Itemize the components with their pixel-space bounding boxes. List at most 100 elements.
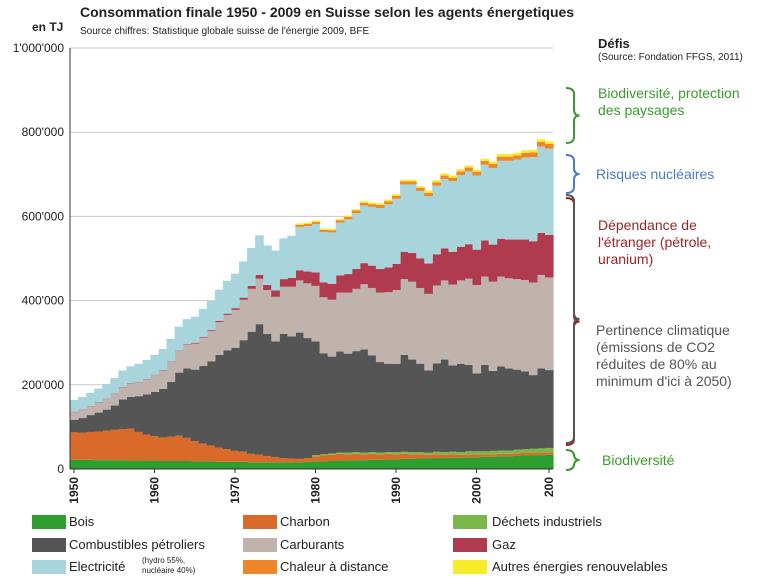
legend-swatch-electricite (32, 560, 66, 574)
series-segment (319, 461, 329, 469)
series-segment (198, 309, 208, 337)
series-segment (392, 194, 401, 196)
series-segment (544, 370, 554, 448)
series-segment (206, 330, 216, 331)
series-segment (520, 453, 530, 456)
series-segment (424, 192, 433, 197)
series-segment (504, 368, 514, 451)
series-segment (448, 457, 457, 469)
series-segment (456, 171, 466, 176)
series-segment (400, 453, 409, 459)
series-segment (375, 459, 385, 469)
series-segment (343, 460, 353, 469)
series-segment (383, 459, 393, 469)
series-segment (400, 279, 409, 355)
series-segment (528, 453, 538, 456)
series-segment (520, 239, 530, 280)
series-segment (327, 299, 337, 357)
series-segment (472, 249, 482, 286)
series-segment (480, 164, 490, 241)
series-segment (480, 456, 490, 469)
series-segment (424, 454, 433, 459)
series-segment (400, 458, 409, 469)
series-segment (287, 462, 296, 469)
x-tick-label: 1970 (228, 477, 242, 504)
series-segment (206, 361, 216, 446)
series-segment (239, 461, 248, 469)
series-segment (383, 201, 393, 205)
series-segment (408, 181, 417, 185)
series-segment (456, 454, 466, 458)
series-segment (78, 459, 87, 469)
series-segment (239, 261, 248, 298)
series-segment (86, 392, 95, 406)
series-segment (544, 454, 554, 469)
series-segment (214, 322, 224, 355)
series-segment (408, 454, 417, 459)
legend-label-combustibles: Combustibles pétroliers (69, 537, 205, 552)
series-segment (343, 215, 353, 217)
series-segment (190, 343, 200, 370)
brace-biodiversite (565, 449, 580, 471)
series-segment (488, 450, 498, 455)
series-segment (351, 213, 361, 270)
series-segment (343, 454, 353, 461)
series-segment (416, 186, 425, 188)
series-segment (424, 293, 433, 371)
series-segment (158, 349, 168, 371)
series-segment (295, 270, 305, 281)
series-segment (231, 450, 240, 462)
series-segment (86, 406, 95, 416)
series-segment (182, 461, 192, 469)
series-segment (158, 370, 168, 390)
series-segment (279, 458, 288, 463)
series-segment (448, 175, 457, 178)
defis-title: Défis (598, 36, 630, 51)
legend-swatch-chaleur (243, 560, 277, 574)
series-segment (351, 209, 361, 211)
series-segment (166, 338, 176, 362)
series-segment (367, 287, 377, 356)
x-tick-label: 200 (542, 477, 556, 497)
series-segment (94, 412, 103, 432)
series-segment (198, 336, 208, 338)
series-segment (287, 277, 296, 287)
series-segment (214, 447, 224, 462)
series-electricit- (70, 146, 554, 412)
series-segment (303, 283, 313, 339)
series-segment (319, 353, 329, 455)
series-segment (118, 387, 127, 400)
series-segment (392, 195, 401, 199)
series-segment (512, 369, 522, 450)
series-segment (359, 460, 369, 469)
series-segment (190, 342, 200, 344)
series-segment (359, 454, 369, 461)
series-segment (400, 184, 409, 252)
series-segment (231, 273, 240, 309)
series-segment (134, 431, 144, 461)
series-segment (400, 179, 409, 182)
x-tick-label: 1960 (148, 477, 162, 504)
series-segment (174, 326, 184, 351)
series-segment (102, 399, 111, 410)
series-segment (488, 370, 498, 451)
series-segment (512, 152, 522, 156)
series-segment (416, 191, 425, 259)
series-segment (351, 210, 361, 214)
series-segment (416, 258, 425, 288)
series-segment (327, 461, 337, 469)
series-segment (359, 263, 369, 285)
series-segment (110, 460, 119, 469)
series-segment (134, 363, 144, 382)
series-segment (440, 452, 449, 455)
series-segment (480, 365, 490, 452)
series-segment (311, 341, 321, 456)
series-segment (448, 451, 457, 455)
series-segment (520, 455, 530, 469)
series-charbon (70, 428, 554, 463)
series-segment (375, 292, 385, 363)
series-segment (70, 432, 79, 460)
series-segment (231, 461, 240, 469)
series-segment (263, 333, 272, 456)
series-segment (512, 239, 522, 280)
